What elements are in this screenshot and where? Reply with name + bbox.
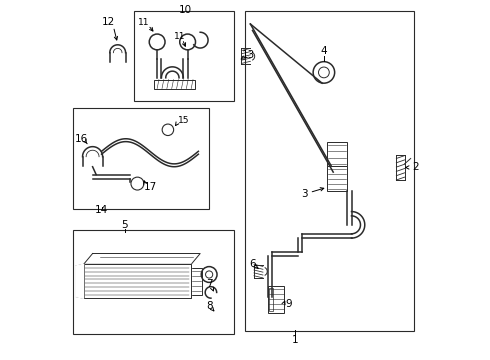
Text: 11: 11 <box>174 32 186 41</box>
Polygon shape <box>84 264 191 298</box>
Bar <box>269 286 285 313</box>
Bar <box>327 166 347 191</box>
Text: 17: 17 <box>144 182 157 192</box>
Text: 15: 15 <box>177 116 189 125</box>
Bar <box>327 142 347 166</box>
Bar <box>134 12 234 101</box>
Bar <box>73 108 209 209</box>
Text: 6: 6 <box>249 259 255 269</box>
Text: 16: 16 <box>74 134 88 144</box>
Text: 11: 11 <box>138 18 149 27</box>
Text: 5: 5 <box>122 220 128 230</box>
Text: 8: 8 <box>206 301 213 311</box>
Polygon shape <box>76 264 84 298</box>
Bar <box>153 80 195 89</box>
Text: 3: 3 <box>301 189 308 199</box>
Text: 9: 9 <box>286 299 292 309</box>
Text: 12: 12 <box>101 17 115 27</box>
Text: 14: 14 <box>95 206 108 216</box>
Text: 7: 7 <box>207 279 213 289</box>
Bar <box>73 230 234 334</box>
Text: 2: 2 <box>412 162 418 172</box>
Text: 10: 10 <box>178 5 192 15</box>
Bar <box>269 288 272 311</box>
Bar <box>245 12 414 330</box>
Text: 1: 1 <box>292 334 298 345</box>
Polygon shape <box>84 253 200 264</box>
Text: 4: 4 <box>320 46 327 56</box>
Bar <box>191 268 202 295</box>
Text: 13: 13 <box>242 50 255 60</box>
